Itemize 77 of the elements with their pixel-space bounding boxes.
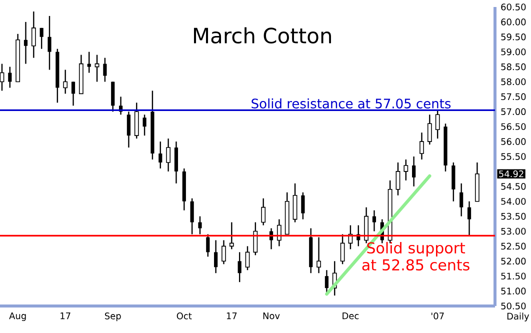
- y-tick-label: 54.50: [501, 182, 526, 190]
- candlestick: [87, 51, 91, 74]
- x-tick-label: Aug: [9, 312, 26, 321]
- y-tick-label: 53.50: [501, 212, 526, 220]
- candlestick: [63, 69, 68, 94]
- y-tick-label: 53.00: [501, 228, 526, 235]
- candlestick: [206, 234, 210, 258]
- candlestick: [412, 156, 416, 187]
- candlestick: [31, 10, 36, 58]
- candlestick: [324, 270, 329, 295]
- x-tick-label: Sep: [104, 312, 121, 322]
- candlestick: [364, 206, 369, 244]
- ref-line-label: Solid resistance at 57.05 cents: [252, 98, 451, 108]
- candlestick: [198, 216, 202, 235]
- candlestick: [301, 192, 305, 220]
- y-tick-label: 60.50: [501, 4, 526, 10]
- candlestick: [467, 200, 472, 236]
- x-tick-label: 17: [226, 312, 237, 320]
- annotation: 54.92: [499, 170, 524, 178]
- x-tick-label: Oct: [176, 312, 192, 320]
- x-axis-title: Daily: [507, 312, 530, 322]
- candlestick: [142, 114, 146, 136]
- y-tick-label: 51.50: [501, 272, 526, 280]
- candlestick: [48, 15, 52, 70]
- y-tick-label: 55.50: [501, 153, 526, 160]
- y-tick-label: 54.00: [501, 198, 526, 205]
- candlestick: [420, 132, 424, 160]
- y-tick-label: 50.50: [501, 302, 526, 310]
- y-tick-label: 59.50: [501, 33, 526, 40]
- candlestick: [435, 110, 440, 140]
- candlestick: [126, 111, 131, 148]
- candlestick: [24, 21, 28, 64]
- candlestick: [134, 102, 139, 140]
- candlestick: [111, 81, 115, 112]
- candlestick: [372, 210, 376, 232]
- candlestick: [40, 27, 44, 50]
- y-tick-label: 56.00: [501, 138, 526, 145]
- y-tick-label: 58.00: [501, 78, 526, 86]
- candlestick: [396, 162, 400, 196]
- candlestick: [0, 63, 4, 92]
- candlestick: [238, 252, 242, 283]
- candlestick: [166, 138, 171, 172]
- candlestick: [292, 182, 298, 223]
- ref-line-label: Solid support at 52.85 cents: [362, 242, 470, 271]
- y-tick-label: 52.00: [501, 258, 526, 265]
- candlestick: [103, 57, 107, 82]
- candlestick: [158, 140, 162, 170]
- y-tick-label: 51.00: [501, 288, 526, 294]
- candlestick: [427, 114, 432, 146]
- candlestick: [340, 234, 345, 265]
- y-tick-label: 58.50: [501, 63, 526, 70]
- text: March Cotton: [194, 27, 331, 44]
- y-tick-label: 52.50: [501, 242, 526, 250]
- candlestick: [229, 222, 234, 250]
- candlestick: [404, 158, 408, 182]
- y-tick-label: 59.00: [501, 48, 526, 56]
- candlestick: [253, 222, 258, 256]
- candlestick: [460, 182, 464, 217]
- y-tick-label: 60.00: [501, 18, 526, 26]
- y-tick-label: 56.50: [501, 123, 526, 130]
- candlestick: [71, 81, 76, 106]
- candlestick: [222, 240, 226, 265]
- x-tick-label: 17: [60, 312, 70, 320]
- candlestick: [245, 246, 250, 271]
- candlestick: [452, 162, 456, 202]
- y-tick-label: 57.50: [501, 93, 526, 100]
- y-tick-label: 57.00: [501, 108, 526, 116]
- candlestick: [276, 218, 282, 247]
- candlestick: [174, 140, 178, 184]
- candlestick: [214, 240, 218, 274]
- candlestick: [8, 66, 12, 88]
- x-tick-label: Nov: [263, 312, 280, 320]
- x-tick-label: '07: [431, 312, 444, 320]
- candlestick: [261, 198, 266, 226]
- candlestick: [190, 198, 194, 235]
- candlestick: [316, 236, 321, 274]
- x-tick-label: Dec: [342, 312, 359, 320]
